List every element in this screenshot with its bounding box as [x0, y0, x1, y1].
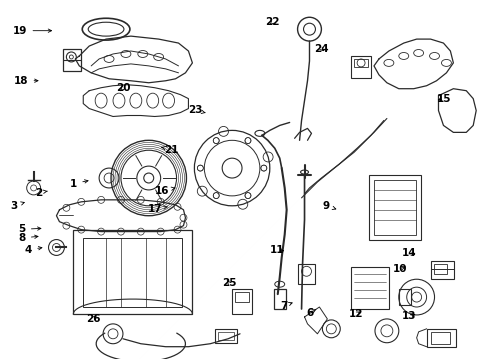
- Text: 12: 12: [348, 309, 363, 319]
- Bar: [273, 289, 285, 309]
- Text: 15: 15: [436, 94, 451, 104]
- Bar: [433, 264, 447, 274]
- Text: 13: 13: [402, 311, 416, 321]
- Bar: [350, 56, 370, 78]
- Bar: [83, 238, 182, 307]
- Bar: [350, 267, 388, 309]
- Text: 14: 14: [401, 248, 416, 258]
- Text: 20: 20: [116, 83, 130, 93]
- Text: 18: 18: [14, 76, 38, 86]
- Text: 22: 22: [265, 17, 279, 27]
- Text: 16: 16: [154, 186, 175, 196]
- Text: 6: 6: [305, 308, 315, 318]
- Bar: [218, 332, 234, 340]
- Text: 11: 11: [270, 245, 284, 255]
- Bar: [235, 292, 248, 302]
- Bar: [426, 329, 455, 347]
- Text: 2: 2: [35, 188, 47, 198]
- Text: 8: 8: [19, 233, 38, 243]
- Text: 7: 7: [280, 301, 291, 311]
- Text: 17: 17: [147, 204, 167, 214]
- Bar: [429, 332, 449, 344]
- Text: 26: 26: [86, 314, 100, 324]
- Bar: [368, 175, 420, 239]
- Text: 10: 10: [392, 264, 406, 274]
- Bar: [398, 289, 410, 305]
- Text: 1: 1: [70, 179, 88, 189]
- Bar: [232, 289, 251, 314]
- Bar: [429, 261, 453, 279]
- Bar: [73, 230, 192, 314]
- Text: 9: 9: [322, 201, 335, 211]
- Bar: [63, 49, 81, 71]
- Bar: [373, 180, 415, 235]
- Bar: [215, 329, 237, 343]
- Text: 3: 3: [10, 201, 24, 211]
- Text: 24: 24: [313, 44, 328, 54]
- Text: 19: 19: [13, 26, 51, 36]
- Text: 5: 5: [19, 224, 41, 234]
- Text: 23: 23: [187, 105, 205, 115]
- Text: 4: 4: [25, 245, 42, 255]
- Text: 25: 25: [221, 278, 236, 288]
- Bar: [353, 59, 367, 67]
- Text: 21: 21: [161, 145, 179, 155]
- Bar: [297, 264, 315, 284]
